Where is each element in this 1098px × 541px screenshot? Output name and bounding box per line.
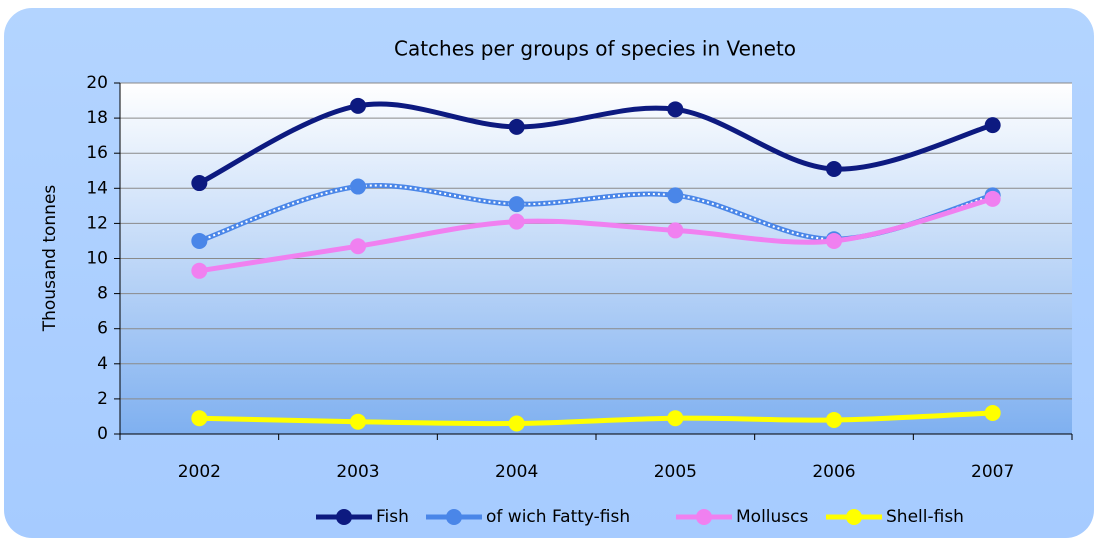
x-tick-label: 2006 [812, 462, 855, 482]
series-line-pattern [199, 184, 993, 242]
y-tick-label: 20 [86, 73, 108, 93]
series-marker [350, 413, 366, 430]
y-tick-label: 6 [97, 319, 108, 339]
x-tick-label: 2003 [336, 462, 379, 482]
legend-label: Molluscs [736, 507, 808, 527]
y-tick-label: 8 [97, 284, 108, 304]
series-marker [984, 190, 1001, 207]
y-tick-label: 14 [86, 178, 108, 198]
series-marker [667, 222, 684, 239]
series-marker [508, 415, 525, 432]
y-tick-label: 16 [86, 143, 108, 163]
legend-marker [446, 509, 462, 525]
legend-marker [336, 509, 352, 525]
series-marker [508, 196, 525, 213]
y-tick-label: 0 [97, 424, 108, 444]
legend-label: Shell-fish [886, 507, 964, 527]
legend-label: Fish [376, 507, 409, 527]
y-tick-label: 4 [97, 354, 108, 374]
series-marker [508, 118, 525, 135]
series-marker [667, 187, 684, 204]
series-marker [508, 213, 525, 230]
series-marker [984, 117, 1001, 134]
series-marker [191, 410, 208, 427]
y-tick-label: 18 [86, 108, 108, 128]
series-marker [667, 410, 684, 427]
series-line [198, 101, 994, 186]
series-marker [667, 101, 684, 118]
x-tick-label: 2002 [178, 462, 221, 482]
series-marker [191, 232, 208, 249]
y-axis-label: Thousand tonnes [40, 185, 60, 333]
series-marker [826, 232, 842, 249]
series-marker [191, 262, 208, 279]
legend-marker [846, 509, 862, 525]
y-tick-label: 10 [86, 249, 108, 269]
series-line [198, 196, 994, 274]
series-marker [826, 160, 842, 177]
series-marker [826, 411, 842, 428]
y-tick-label: 12 [86, 213, 108, 233]
series-marker [350, 97, 366, 114]
legend-label: of wich Fatty-fish [486, 507, 630, 527]
series-marker [350, 178, 366, 195]
y-tick-label: 2 [97, 389, 108, 409]
x-tick-label: 2005 [654, 462, 697, 482]
series-marker [191, 175, 208, 192]
legend-marker [696, 509, 712, 525]
series-marker [350, 238, 366, 255]
series-line [199, 410, 993, 427]
chart-title: Catches per groups of species in Veneto [394, 37, 796, 61]
series-marker [984, 404, 1001, 421]
x-tick-label: 2004 [495, 462, 538, 482]
x-tick-label: 2007 [971, 462, 1014, 482]
